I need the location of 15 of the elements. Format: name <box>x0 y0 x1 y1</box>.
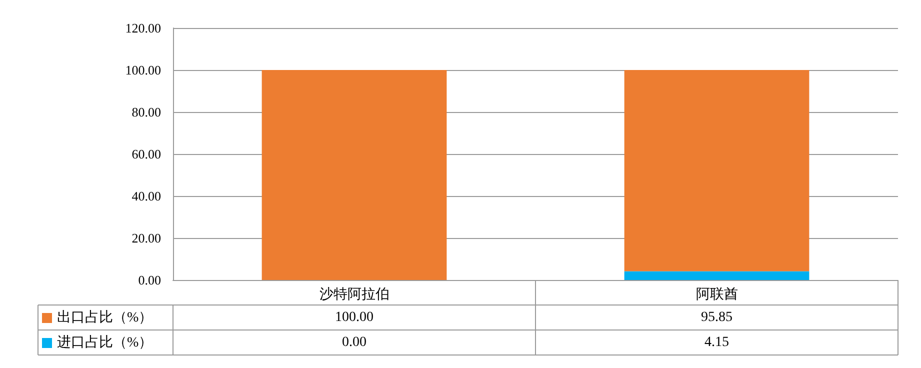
y-tick-label: 120.00 <box>125 20 161 36</box>
x-tick-label: 沙特阿拉伯 <box>319 286 390 302</box>
legend-label: 进口占比（%） <box>57 334 153 350</box>
y-tick-label: 40.00 <box>132 188 161 204</box>
data-label: 100.00 <box>335 310 374 325</box>
y-tick-label: 100.00 <box>125 62 161 78</box>
data-label: 0.00 <box>342 335 366 350</box>
y-tick-label: 20.00 <box>132 230 161 246</box>
legend-label: 出口占比（%） <box>57 310 153 326</box>
data-label: 95.85 <box>701 310 732 325</box>
y-tick-label: 80.00 <box>132 104 161 120</box>
y-tick-label: 0.00 <box>138 272 161 288</box>
y-tick-label: 60.00 <box>132 146 161 162</box>
x-tick-label: 阿联酋 <box>696 286 738 302</box>
data-label: 4.15 <box>704 335 729 350</box>
